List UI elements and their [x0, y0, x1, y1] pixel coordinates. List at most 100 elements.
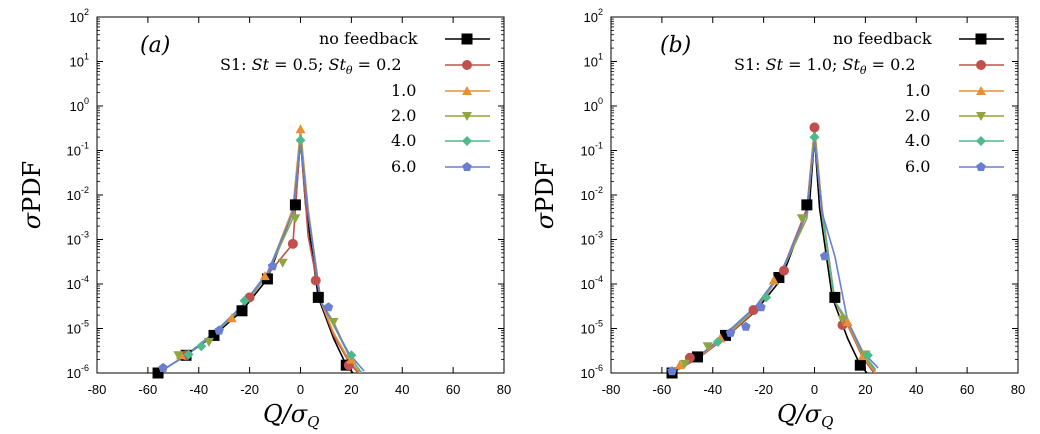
data-point — [862, 350, 873, 361]
legend-swatch-marker — [462, 60, 472, 70]
y-tick-label: 101 — [70, 52, 89, 70]
svg-text:σPDF: σPDF — [531, 161, 559, 229]
data-point — [312, 291, 324, 303]
y-axis-label: σPDF — [18, 161, 46, 229]
legend-entry: 6.0 — [391, 157, 416, 176]
data-point — [741, 321, 751, 331]
x-axis-ticks: -80 -60 -40 -20 0 20 40 60 80 — [602, 17, 1025, 397]
data-point — [725, 327, 736, 337]
y-tick-label: 101 — [584, 52, 603, 70]
data-point — [837, 315, 848, 325]
legend-entry: 6.0 — [905, 157, 930, 176]
x-tick-label: -40 — [189, 382, 208, 397]
y-tick-label: 10-1 — [67, 141, 89, 159]
chart-panel-a: 102 101 100 10-1 10-2 10-3 10-4 10-5 10-6 -80 -60… — [18, 7, 511, 431]
data-point — [842, 316, 853, 326]
legend-swatch-marker — [976, 112, 986, 121]
svg-text:Q/σQ: Q/σQ — [777, 400, 833, 431]
x-tick-label: -20 — [240, 382, 259, 397]
legend-swatch-marker — [461, 33, 473, 45]
x-tick-label: 40 — [395, 382, 409, 397]
series-line — [157, 136, 360, 373]
data-point — [829, 291, 841, 303]
data-point — [289, 199, 301, 211]
data-point — [712, 336, 723, 347]
data-point — [173, 351, 184, 361]
data-point — [756, 302, 766, 312]
data-point — [674, 360, 685, 370]
x-axis-ticks: -80 -60 -40 -20 0 20 40 60 80 — [88, 17, 511, 397]
series-line — [671, 136, 869, 373]
y-tick-label: 100 — [584, 96, 603, 114]
y-tick-label: 10-2 — [67, 185, 89, 203]
y-axis-ticks: 102 101 100 10-1 10-2 10-3 10-4 10-5 10-6 — [67, 7, 504, 381]
data-point — [819, 251, 830, 261]
legend-swatch-marker — [975, 33, 987, 45]
data-point — [679, 359, 690, 369]
x-tick-label: -80 — [602, 382, 621, 397]
y-tick-label: 10-2 — [581, 185, 603, 203]
legend-swatch-marker — [462, 86, 472, 95]
y-tick-label: 10-6 — [67, 363, 89, 381]
x-tick-label: 60 — [446, 382, 460, 397]
legend-entry: 4.0 — [905, 131, 930, 150]
y-tick-label: 10-4 — [67, 274, 89, 292]
data-point — [796, 214, 807, 224]
marker-layer — [152, 124, 357, 379]
series-line — [671, 128, 877, 373]
y-tick-label: 10-4 — [581, 274, 603, 292]
data-point — [214, 325, 224, 335]
y-axis-label: σPDF — [531, 161, 559, 229]
data-point — [152, 367, 164, 379]
legend: no feedback S1: St = 0.5; Stθ = 0.2 1.0 … — [220, 29, 490, 176]
data-point — [328, 317, 339, 327]
legend-entry: 2.0 — [391, 106, 416, 125]
legend-swatch-marker — [976, 86, 986, 95]
data-point — [778, 265, 789, 276]
x-tick-label: 60 — [960, 382, 974, 397]
x-tick-label: -60 — [138, 382, 157, 397]
data-point — [768, 275, 779, 285]
series-line — [671, 132, 877, 373]
data-point — [773, 271, 785, 283]
data-point — [702, 342, 713, 352]
data-point — [295, 135, 306, 146]
legend-entry: 4.0 — [391, 131, 416, 150]
legend-entry: 1.0 — [391, 81, 416, 100]
data-point — [761, 292, 772, 303]
marker-layer — [666, 122, 873, 379]
x-tick-label: 0 — [811, 382, 818, 397]
data-point — [854, 359, 866, 371]
legend-swatch-marker — [462, 162, 472, 171]
y-tick-label: 10-3 — [67, 230, 89, 248]
data-point — [226, 313, 237, 323]
x-tick-label: -40 — [703, 382, 722, 397]
y-tick-label: 10-3 — [581, 230, 603, 248]
legend-swatch-marker — [976, 162, 986, 171]
panel-label: (a) — [140, 33, 170, 58]
data-point — [183, 349, 194, 360]
y-tick-label: 102 — [584, 7, 603, 25]
legend: no feedback S1: St = 1.0; Stθ = 0.2 1.0 … — [734, 29, 1004, 176]
x-tick-label: 20 — [858, 382, 872, 397]
data-point — [809, 122, 820, 133]
x-tick-label: 40 — [909, 382, 923, 397]
y-tick-label: 10-5 — [581, 319, 603, 337]
svg-text:σPDF: σPDF — [18, 161, 46, 229]
legend-swatch-marker — [976, 60, 986, 70]
data-point — [667, 366, 677, 376]
legend-entry: no feedback — [833, 29, 932, 48]
series-line — [157, 128, 361, 373]
legend-samples — [959, 33, 1004, 171]
data-point — [277, 258, 288, 268]
data-point — [239, 295, 250, 306]
series-line — [157, 138, 363, 373]
data-point — [267, 261, 278, 271]
data-point — [287, 238, 298, 249]
series-line — [157, 134, 363, 373]
legend-entry: S1: St = 0.5; Stθ = 0.2 — [220, 55, 402, 77]
legend-entry: 2.0 — [905, 106, 930, 125]
svg-text:Q/σQ: Q/σQ — [263, 400, 319, 431]
data-point — [158, 362, 168, 372]
data-point — [323, 302, 334, 312]
